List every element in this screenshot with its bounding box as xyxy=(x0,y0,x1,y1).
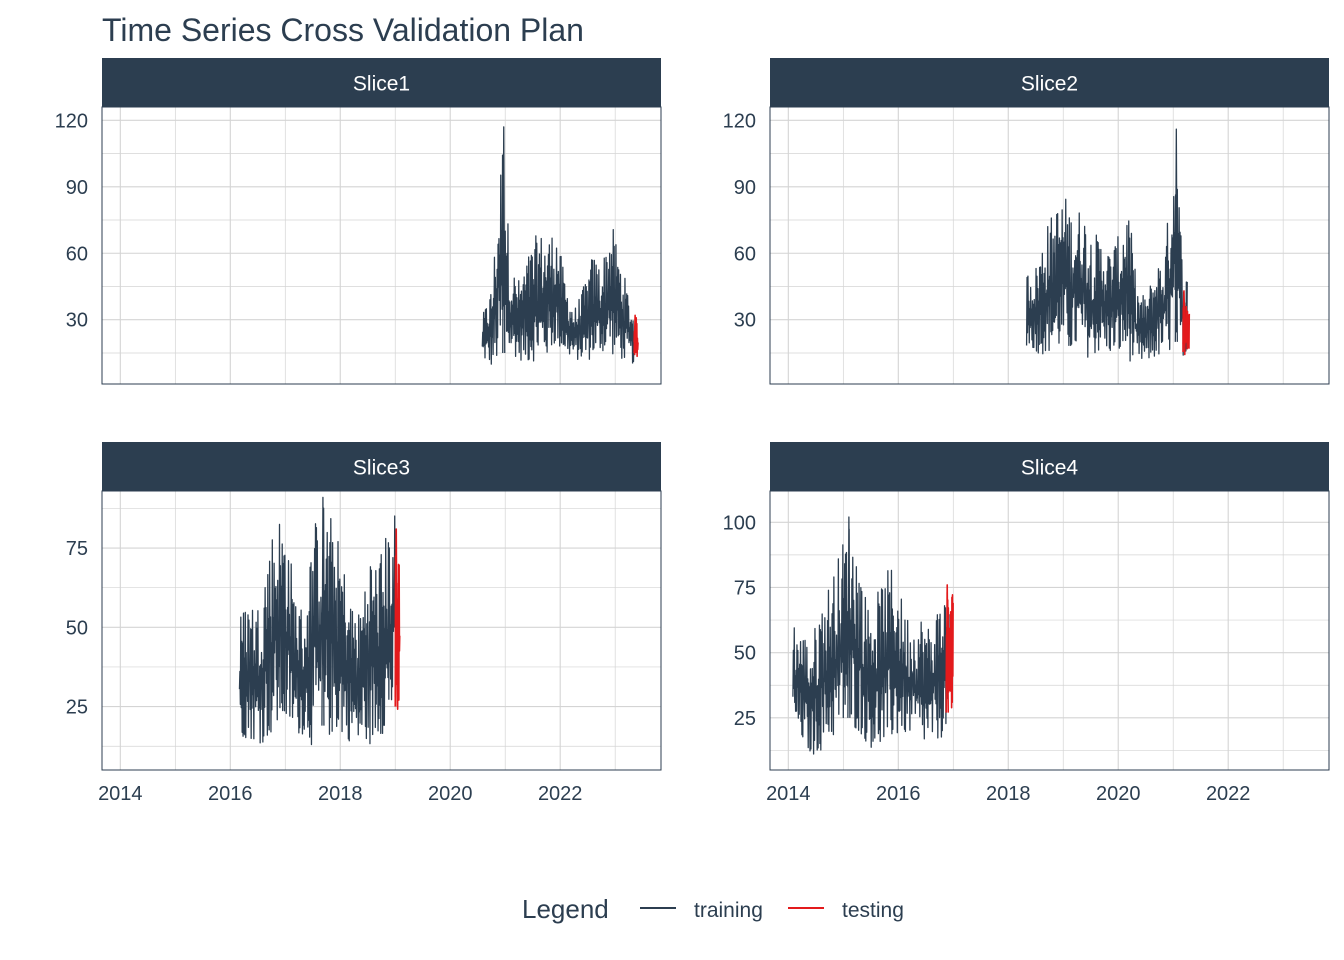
facet-strip-label: Slice4 xyxy=(1021,457,1079,480)
panel-border xyxy=(101,490,662,771)
x-tick-label: 2022 xyxy=(1206,783,1251,805)
x-tick-label: 2016 xyxy=(208,783,253,805)
facet-strip-label: Slice1 xyxy=(353,73,410,96)
facet-panel-slice3: Slice3 25 50 75 2014 2016 2018 2020 2022 xyxy=(66,442,662,805)
series-training-line xyxy=(238,496,397,746)
x-tick-label: 2014 xyxy=(98,783,143,805)
series-training-line xyxy=(1025,128,1188,362)
y-tick-label: 25 xyxy=(734,708,756,730)
y-tick-label: 25 xyxy=(66,697,88,719)
y-tick-label: 30 xyxy=(66,310,88,332)
panel-border xyxy=(769,106,1330,385)
y-tick-label: 50 xyxy=(66,617,88,639)
y-tick-label: 120 xyxy=(723,110,756,132)
series-training-line xyxy=(792,516,950,755)
x-tick-label: 2020 xyxy=(1096,783,1141,805)
y-tick-label: 90 xyxy=(66,177,88,199)
facet-panel-slice1: Slice1 30 60 90 120 xyxy=(55,58,662,385)
y-tick-label: 75 xyxy=(66,538,88,560)
x-tick-label: 2022 xyxy=(538,783,583,805)
legend: Legend training testing xyxy=(522,894,904,924)
y-tick-label: 75 xyxy=(734,577,756,599)
facet-strip xyxy=(102,58,661,107)
panel-border xyxy=(101,106,662,385)
y-tick-label: 30 xyxy=(734,310,756,332)
panel-border xyxy=(769,490,1330,771)
facet-strip xyxy=(770,58,1329,107)
legend-title: Legend xyxy=(522,894,609,924)
facet-panel-slice4: Slice4 25 50 75 100 2014 2016 2018 2020 2022 xyxy=(723,442,1330,805)
y-tick-label: 120 xyxy=(55,110,88,132)
series-testing-line xyxy=(394,528,401,710)
facet-strip-label: Slice3 xyxy=(353,457,410,480)
x-tick-label: 2014 xyxy=(766,783,811,805)
y-tick-label: 100 xyxy=(723,512,756,534)
x-tick-label: 2018 xyxy=(986,783,1031,805)
chart-title: Time Series Cross Validation Plan xyxy=(102,12,584,48)
facet-strip xyxy=(102,442,661,491)
y-tick-label: 60 xyxy=(734,243,756,265)
legend-label-training: training xyxy=(694,899,763,922)
series-testing-line xyxy=(945,584,954,713)
x-tick-label: 2018 xyxy=(318,783,363,805)
facet-strip xyxy=(770,442,1329,491)
y-tick-label: 60 xyxy=(66,243,88,265)
legend-label-testing: testing xyxy=(842,899,904,922)
facet-panel-slice2: Slice2 30 60 90 120 xyxy=(723,58,1330,385)
y-tick-label: 90 xyxy=(734,177,756,199)
series-testing-line xyxy=(1182,290,1191,356)
facet-strip-label: Slice2 xyxy=(1021,73,1078,96)
x-tick-label: 2016 xyxy=(876,783,921,805)
x-tick-label: 2020 xyxy=(428,783,473,805)
series-training-line xyxy=(481,126,635,365)
series-testing-line xyxy=(633,314,639,358)
y-tick-label: 50 xyxy=(734,643,756,665)
